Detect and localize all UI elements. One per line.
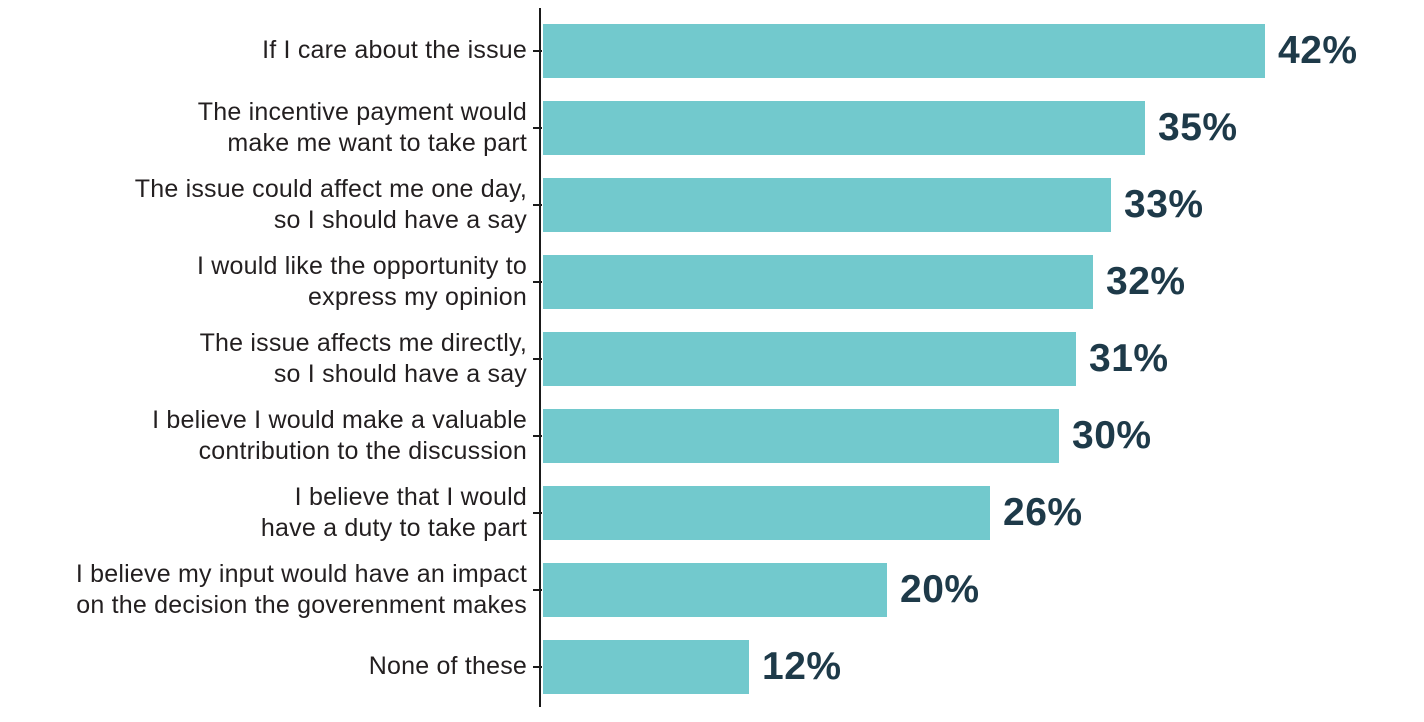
chart-row: The incentive payment would make me want… (0, 89, 1424, 166)
axis-tick (533, 665, 542, 668)
axis-tick (533, 203, 542, 206)
bar (543, 100, 1145, 155)
axis-tick (533, 588, 542, 591)
axis-tick (533, 511, 542, 514)
value-label: 42% (1278, 28, 1358, 72)
axis-tick (533, 280, 542, 283)
bar (543, 177, 1111, 232)
chart-row: The issue could affect me one day, so I … (0, 166, 1424, 243)
value-label: 35% (1158, 105, 1238, 149)
axis-tick (533, 49, 542, 52)
category-label: None of these (368, 652, 527, 680)
category-label: I believe that I would have a duty to ta… (260, 482, 527, 542)
chart-row: If I care about the issue 42% (0, 12, 1424, 89)
value-label: 12% (762, 644, 842, 688)
bar (543, 562, 887, 617)
chart-row: I would like the opportunity to express … (0, 243, 1424, 320)
bar (543, 23, 1265, 78)
bar (543, 408, 1059, 463)
chart-row: I believe I would make a valuable contri… (0, 397, 1424, 474)
chart-row: The issue affects me directly, so I shou… (0, 320, 1424, 397)
category-label: The incentive payment would make me want… (197, 97, 527, 157)
value-label: 31% (1089, 336, 1169, 380)
category-label: I would like the opportunity to express … (196, 251, 527, 311)
axis-tick (533, 357, 542, 360)
category-label: If I care about the issue (262, 36, 527, 64)
value-label: 30% (1072, 413, 1152, 457)
axis-tick (533, 126, 542, 129)
value-label: 26% (1003, 490, 1083, 534)
value-label: 20% (900, 567, 980, 611)
bar (543, 254, 1093, 309)
bar (543, 331, 1076, 386)
category-label: I believe my input would have an impact … (75, 559, 527, 619)
chart-row: None of these 12% (0, 628, 1424, 705)
value-label: 33% (1124, 182, 1204, 226)
chart-rows: If I care about the issue 42% The incent… (0, 12, 1424, 705)
category-label: The issue could affect me one day, so I … (134, 174, 527, 234)
chart-row: I believe that I would have a duty to ta… (0, 474, 1424, 551)
chart-row: I believe my input would have an impact … (0, 551, 1424, 628)
bar (543, 639, 749, 694)
value-label: 32% (1106, 259, 1186, 303)
category-label: The issue affects me directly, so I shou… (199, 328, 527, 388)
bar (543, 485, 990, 540)
category-label: I believe I would make a valuable contri… (152, 405, 527, 465)
axis-tick (533, 434, 542, 437)
